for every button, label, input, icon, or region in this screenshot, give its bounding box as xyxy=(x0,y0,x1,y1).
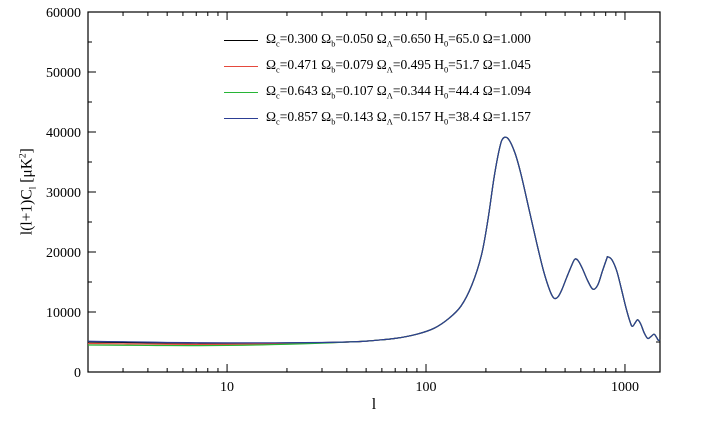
legend-omega-symbol: Ω xyxy=(376,83,387,99)
legend-h0-value: =65.0 xyxy=(448,31,483,47)
legend-sub-0: 0 xyxy=(443,117,449,127)
legend-entry-text: Ωc=0.471 Ωb=0.079 ΩΛ=0.495 H0=51.7 Ω=1.0… xyxy=(266,57,531,75)
legend-omega-symbol: Ω xyxy=(482,109,493,125)
legend-omega-symbol: Ω xyxy=(482,31,493,47)
legend-line-swatch xyxy=(224,91,258,93)
legend-omega-c-value: =0.300 xyxy=(279,31,322,47)
y-axis-label-pre: l(l+1)C xyxy=(18,189,36,236)
legend-line-swatch xyxy=(224,39,258,41)
legend-omega-symbol: Ω xyxy=(482,83,493,99)
legend-omega-symbol: Ω xyxy=(266,57,277,73)
legend-omega-symbol: Ω xyxy=(266,83,277,99)
legend-omega-c-value: =0.471 xyxy=(279,57,322,73)
legend-omega-lambda-value: =0.495 xyxy=(392,57,435,73)
legend-omega-symbol: Ω xyxy=(376,109,387,125)
legend-sub-c: c xyxy=(276,39,280,49)
legend-omega-symbol: Ω xyxy=(482,57,493,73)
legend-omega-total-value: =1.045 xyxy=(492,57,531,73)
legend-sub-0: 0 xyxy=(443,39,449,49)
y-axis-label-sub: l xyxy=(27,186,39,190)
legend-omega-lambda-value: =0.344 xyxy=(392,83,435,99)
legend-sub-b: b xyxy=(331,39,336,49)
legend-h-symbol: H xyxy=(434,109,444,125)
y-tick-label: 40000 xyxy=(46,126,81,141)
legend-h0-value: =51.7 xyxy=(448,57,483,73)
series-curve-2 xyxy=(87,136,661,346)
legend-h-symbol: H xyxy=(434,83,444,99)
legend-sub-b: b xyxy=(331,117,336,127)
legend-omega-symbol: Ω xyxy=(266,109,277,125)
series-curve-3 xyxy=(87,136,661,347)
y-tick-label: 60000 xyxy=(46,6,81,21)
x-tick-label: 10 xyxy=(220,380,234,395)
y-tick-label: 20000 xyxy=(46,246,81,261)
y-axis-label-mid: [μK xyxy=(18,158,36,187)
legend-omega-c-value: =0.857 xyxy=(279,109,322,125)
legend-sub-c: c xyxy=(276,65,280,75)
legend-omega-symbol: Ω xyxy=(266,31,277,47)
legend-omega-lambda-value: =0.650 xyxy=(392,31,435,47)
legend-omega-total-value: =1.094 xyxy=(492,83,531,99)
legend-omega-symbol: Ω xyxy=(321,57,332,73)
legend-sub-c: c xyxy=(276,91,280,101)
legend-sub-c: c xyxy=(276,117,280,127)
y-tick-label: 50000 xyxy=(46,66,81,81)
x-tick-label: 100 xyxy=(416,380,437,395)
legend-entry-4: Ωc=0.857 Ωb=0.143 ΩΛ=0.157 H0=38.4 Ω=1.1… xyxy=(224,105,531,131)
legend-omega-total-value: =1.157 xyxy=(492,109,531,125)
legend-sub-0: 0 xyxy=(443,65,449,75)
y-axis-label-post: ] xyxy=(18,148,36,154)
legend-entry-2: Ωc=0.471 Ωb=0.079 ΩΛ=0.495 H0=51.7 Ω=1.0… xyxy=(224,53,531,79)
legend-entry-1: Ωc=0.300 Ωb=0.050 ΩΛ=0.650 H0=65.0 Ω=1.0… xyxy=(224,27,531,53)
y-axis-label: l(l+1)Cl [μK2] xyxy=(17,92,38,292)
legend-line-swatch xyxy=(224,65,258,67)
series-curve-1 xyxy=(87,136,661,344)
legend-sub-b: b xyxy=(331,65,336,75)
legend-entry-text: Ωc=0.643 Ωb=0.107 ΩΛ=0.344 H0=44.4 Ω=1.0… xyxy=(266,83,531,101)
y-tick-label: 30000 xyxy=(46,186,81,201)
legend-omega-symbol: Ω xyxy=(321,31,332,47)
x-axis-label: l xyxy=(371,396,377,413)
y-tick-label: 10000 xyxy=(46,306,81,321)
y-tick-label: 0 xyxy=(74,366,81,381)
legend-omega-symbol: Ω xyxy=(321,83,332,99)
legend-entry-text: Ωc=0.300 Ωb=0.050 ΩΛ=0.650 H0=65.0 Ω=1.0… xyxy=(266,31,531,49)
legend-omega-b-value: =0.107 xyxy=(335,83,377,99)
legend-line-swatch xyxy=(224,117,258,119)
legend-entry-3: Ωc=0.643 Ωb=0.107 ΩΛ=0.344 H0=44.4 Ω=1.0… xyxy=(224,79,531,105)
legend-sub-lambda: Λ xyxy=(386,39,393,49)
legend-sub-lambda: Λ xyxy=(386,117,393,127)
legend-sub-lambda: Λ xyxy=(386,91,393,101)
x-tick-label: 1000 xyxy=(611,380,639,395)
legend-omega-symbol: Ω xyxy=(376,31,387,47)
legend-h0-value: =38.4 xyxy=(448,109,483,125)
legend-omega-symbol: Ω xyxy=(321,109,332,125)
legend-sub-lambda: Λ xyxy=(386,65,393,75)
legend-h-symbol: H xyxy=(434,57,444,73)
legend-omega-b-value: =0.143 xyxy=(335,109,377,125)
legend-omega-lambda-value: =0.157 xyxy=(392,109,435,125)
legend-sub-0: 0 xyxy=(443,91,449,101)
legend-h-symbol: H xyxy=(434,31,444,47)
legend-h0-value: =44.4 xyxy=(448,83,483,99)
legend-omega-b-value: =0.079 xyxy=(335,57,377,73)
legend-sub-b: b xyxy=(331,91,336,101)
series-curve-4 xyxy=(87,136,661,344)
legend-omega-b-value: =0.050 xyxy=(335,31,377,47)
legend: Ωc=0.300 Ωb=0.050 ΩΛ=0.650 H0=65.0 Ω=1.0… xyxy=(224,27,531,131)
legend-omega-symbol: Ω xyxy=(376,57,387,73)
legend-omega-total-value: =1.000 xyxy=(492,31,531,47)
legend-entry-text: Ωc=0.857 Ωb=0.143 ΩΛ=0.157 H0=38.4 Ω=1.1… xyxy=(266,109,531,127)
legend-omega-c-value: =0.643 xyxy=(279,83,322,99)
y-axis-label-sup: 2 xyxy=(17,153,29,159)
